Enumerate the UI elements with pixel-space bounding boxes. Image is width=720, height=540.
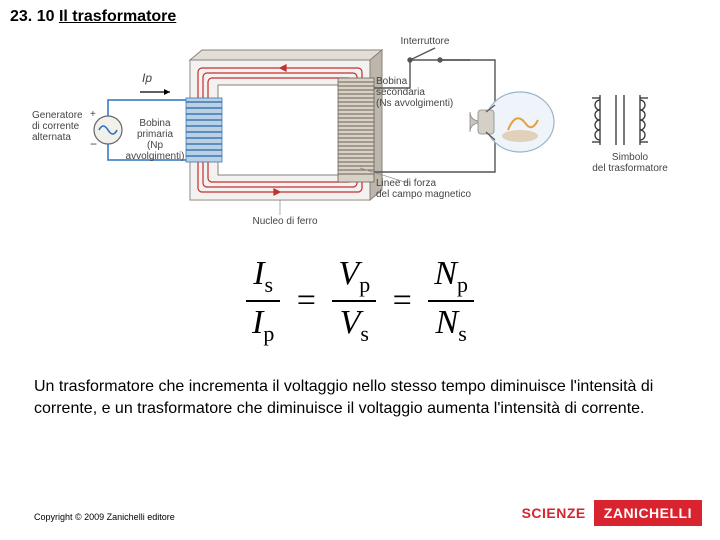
secondary-wires (374, 48, 495, 172)
sym-vp: V (338, 255, 359, 292)
title-main: Il trasformatore (59, 8, 176, 25)
label-ip: Ip (142, 72, 152, 85)
frac-np-ns: Np Ns (428, 255, 474, 347)
label-field-lines: Linee di forzadel campo magnetico (376, 178, 496, 200)
frac-is-ip: Is Ip (246, 255, 280, 347)
copyright: Copyright © 2009 Zanichelli editore (34, 512, 175, 522)
ac-generator: + − (90, 109, 122, 151)
light-bulb (470, 92, 554, 152)
sym-vs: V (340, 304, 361, 341)
eq2: = (387, 282, 418, 319)
sym-ns: N (436, 304, 459, 341)
slide-title: 23. 10 Il trasformatore (10, 8, 176, 26)
transformer-diagram: + − (40, 40, 680, 235)
sub-vp: p (359, 272, 370, 297)
label-iron-core: Nucleo di ferro (240, 216, 330, 227)
sub-vs: s (360, 321, 369, 346)
footer-logo: SCIENZEZANICHELLI (514, 500, 702, 526)
sym-is: I (253, 255, 264, 292)
transformer-symbol (592, 95, 648, 145)
secondary-coil (338, 78, 374, 182)
title-prefix: 23. 10 (10, 8, 59, 25)
sub-is: s (265, 272, 274, 297)
sub-np: p (457, 272, 468, 297)
sym-ip: I (252, 304, 263, 341)
sub-ns: s (458, 321, 467, 346)
ip-arrow (140, 89, 170, 95)
scienze-label: SCIENZE (514, 500, 594, 526)
eq1: = (291, 282, 322, 319)
zanichelli-logo: ZANICHELLI (594, 500, 702, 526)
sym-np: N (434, 255, 457, 292)
primary-coil (186, 98, 222, 162)
sub-ip: p (263, 321, 274, 346)
label-generator: Generatoredi correntealternata (32, 110, 92, 143)
label-symbol: Simbolodel trasformatore (580, 152, 680, 174)
frac-vp-vs: Vp Vs (332, 255, 376, 347)
label-switch: Interruttore (390, 36, 460, 47)
formula: Is Ip = Vp Vs = Np Ns (0, 255, 720, 347)
label-primary-coil: Bobinaprimaria(Np avvolgimenti) (122, 118, 188, 162)
label-secondary-coil: Bobinasecondaria(Ns avvolgimenti) (376, 76, 466, 109)
body-text: Un trasformatore che incrementa il volta… (34, 376, 686, 419)
